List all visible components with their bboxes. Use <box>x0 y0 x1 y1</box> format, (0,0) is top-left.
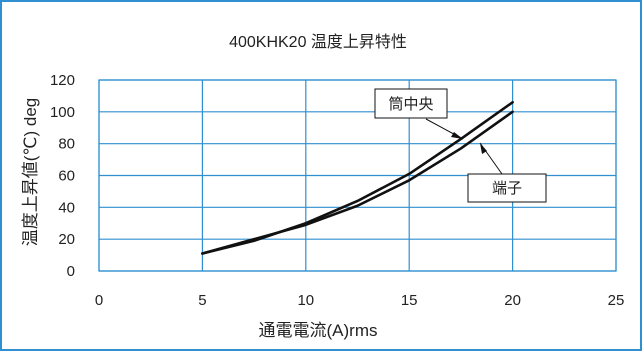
x-axis-ticks: 0 5 10 15 20 25 <box>95 292 625 309</box>
y-tick-label: 80 <box>58 136 75 153</box>
callout-arrowhead-tanshi <box>480 143 487 154</box>
grid-lines <box>98 79 617 272</box>
callout-box-tanshi <box>467 173 547 203</box>
x-tick-label: 5 <box>198 292 206 309</box>
x-tick-label: 20 <box>504 292 521 309</box>
x-tick-label: 25 <box>608 292 625 309</box>
callout-label-tsutsu-chuo: 筒中央 <box>388 96 433 113</box>
chart-title: 400KHK20 温度上昇特性 <box>229 33 407 51</box>
y-tick-label: 20 <box>58 231 75 248</box>
y-tick-label: 0 <box>67 263 75 280</box>
x-tick-label: 10 <box>297 292 314 309</box>
series-lines <box>201 100 514 255</box>
x-tick-label: 15 <box>401 292 418 309</box>
temperature-rise-chart: 400KHK20 温度上昇特性 0 5 10 15 20 25 0 20 40 60 80 100 1… <box>21 33 625 340</box>
callout-label-tanshi: 端子 <box>492 180 522 197</box>
x-tick-label: 0 <box>95 292 103 309</box>
callout-box-tsutsu-chuo <box>374 88 448 119</box>
series-line-tanshi <box>201 110 514 255</box>
callout-tanshi: 端子 <box>467 142 547 203</box>
y-tick-label: 100 <box>50 104 75 121</box>
y-axis-label: 温度上昇値(℃) deg <box>21 98 40 247</box>
y-tick-label: 60 <box>58 168 75 185</box>
callout-arrowhead-tsutsu-chuo <box>451 132 463 139</box>
y-tick-label: 120 <box>50 72 75 89</box>
y-axis-ticks: 0 20 40 60 80 100 120 <box>50 72 75 280</box>
y-tick-label: 40 <box>58 199 75 216</box>
series-line-tsutsu-chuo <box>201 100 514 255</box>
x-axis-label: 通電電流(A)rms <box>259 321 378 340</box>
callout-tsutsu-chuo: 筒中央 <box>374 88 464 140</box>
